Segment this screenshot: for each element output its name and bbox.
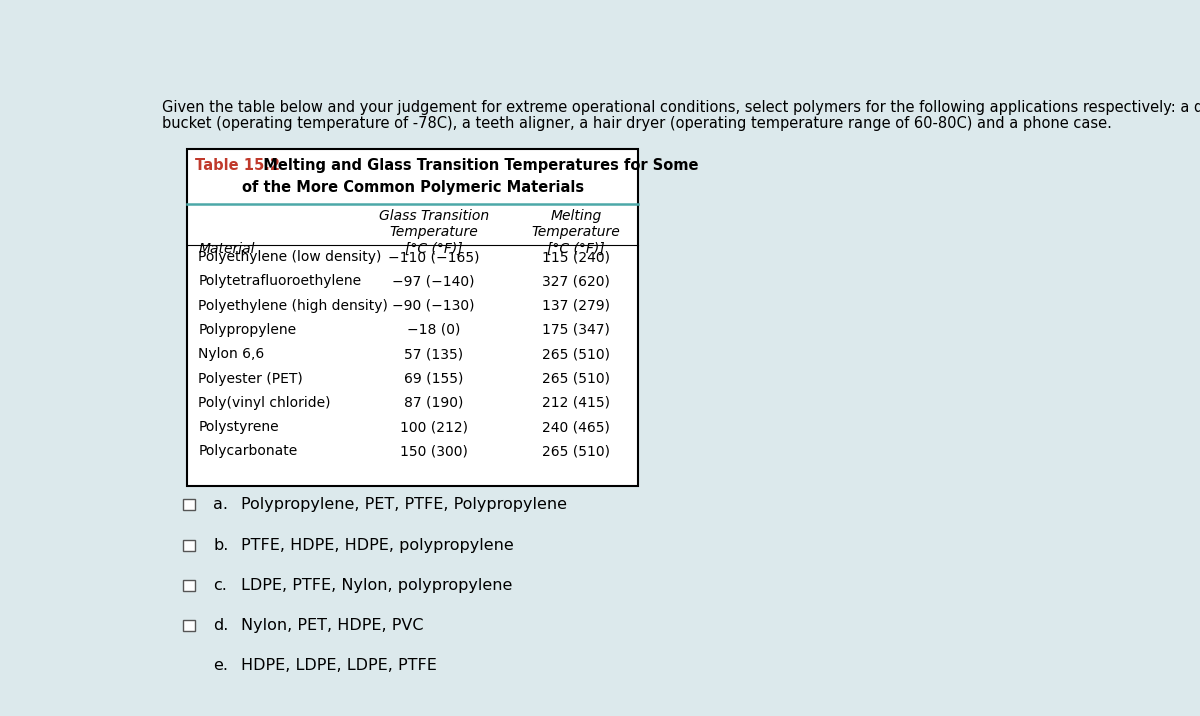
Text: bucket (operating temperature of -78C), a teeth aligner, a hair dryer (operating: bucket (operating temperature of -78C), …: [162, 116, 1112, 131]
Text: 175 (347): 175 (347): [542, 323, 610, 337]
Text: Polyester (PET): Polyester (PET): [198, 372, 304, 385]
Text: 150 (300): 150 (300): [400, 444, 468, 458]
Text: Material: Material: [198, 242, 254, 256]
Text: 265 (510): 265 (510): [542, 444, 610, 458]
Text: Melting: Melting: [551, 209, 601, 223]
Text: b.: b.: [214, 538, 229, 553]
Bar: [182, 500, 194, 511]
Text: of the More Common Polymeric Materials: of the More Common Polymeric Materials: [241, 180, 583, 195]
Text: Nylon 6,6: Nylon 6,6: [198, 347, 265, 362]
Text: Polystyrene: Polystyrene: [198, 420, 278, 434]
Text: 212 (415): 212 (415): [542, 396, 610, 410]
Text: [°C (°F)]: [°C (°F)]: [547, 242, 605, 256]
Bar: [182, 620, 194, 632]
Bar: [182, 660, 194, 672]
Text: a.: a.: [214, 498, 228, 513]
Text: Polypropylene, PET, PTFE, Polypropylene: Polypropylene, PET, PTFE, Polypropylene: [241, 498, 568, 513]
Text: 240 (465): 240 (465): [542, 420, 610, 434]
Text: 265 (510): 265 (510): [542, 347, 610, 362]
Bar: [187, 150, 638, 485]
Text: [°C (°F)]: [°C (°F)]: [404, 242, 462, 256]
Text: 137 (279): 137 (279): [542, 299, 610, 313]
Text: LDPE, PTFE, Nylon, polypropylene: LDPE, PTFE, Nylon, polypropylene: [241, 578, 512, 593]
Text: Nylon, PET, HDPE, PVC: Nylon, PET, HDPE, PVC: [241, 618, 424, 633]
Text: 265 (510): 265 (510): [542, 372, 610, 385]
Bar: [182, 580, 194, 591]
Text: HDPE, LDPE, LDPE, PTFE: HDPE, LDPE, LDPE, PTFE: [241, 659, 437, 674]
Text: Polyethylene (low density): Polyethylene (low density): [198, 250, 382, 264]
Text: 100 (212): 100 (212): [400, 420, 468, 434]
Text: d.: d.: [214, 618, 229, 633]
Text: Poly(vinyl chloride): Poly(vinyl chloride): [198, 396, 331, 410]
Text: −18 (0): −18 (0): [407, 323, 461, 337]
Bar: [182, 540, 194, 551]
Text: Temperature: Temperature: [389, 226, 478, 239]
Text: 87 (190): 87 (190): [404, 396, 463, 410]
Text: −110 (−165): −110 (−165): [388, 250, 480, 264]
Text: Polypropylene: Polypropylene: [198, 323, 296, 337]
Text: 69 (155): 69 (155): [404, 372, 463, 385]
Text: 327 (620): 327 (620): [542, 274, 610, 289]
Text: e.: e.: [214, 659, 228, 674]
Text: c.: c.: [214, 578, 227, 593]
Text: −90 (−130): −90 (−130): [392, 299, 475, 313]
Text: 115 (240): 115 (240): [542, 250, 610, 264]
Text: Melting and Glass Transition Temperatures for Some: Melting and Glass Transition Temperature…: [253, 158, 698, 173]
Text: 57 (135): 57 (135): [404, 347, 463, 362]
Text: Polycarbonate: Polycarbonate: [198, 444, 298, 458]
Text: Polytetrafluoroethylene: Polytetrafluoroethylene: [198, 274, 361, 289]
Text: PTFE, HDPE, HDPE, polypropylene: PTFE, HDPE, HDPE, polypropylene: [241, 538, 514, 553]
Text: Glass Transition: Glass Transition: [378, 209, 488, 223]
Text: −97 (−140): −97 (−140): [392, 274, 475, 289]
Text: Polyethylene (high density): Polyethylene (high density): [198, 299, 389, 313]
Text: Temperature: Temperature: [532, 226, 620, 239]
Text: Given the table below and your judgement for extreme operational conditions, sel: Given the table below and your judgement…: [162, 100, 1200, 115]
Text: Table 15.2: Table 15.2: [194, 158, 280, 173]
